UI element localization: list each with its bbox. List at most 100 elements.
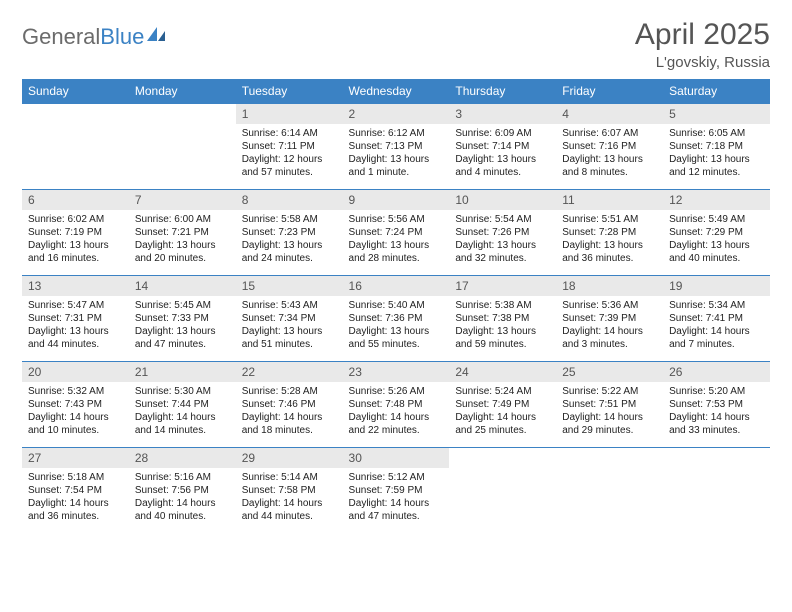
sunset-text: Sunset: 7:49 PM	[455, 398, 550, 411]
day-content: Sunrise: 5:38 AMSunset: 7:38 PMDaylight:…	[449, 296, 556, 355]
day-content: Sunrise: 6:12 AMSunset: 7:13 PMDaylight:…	[343, 124, 450, 183]
logo-word-2: Blue	[100, 24, 144, 49]
daylight-text: Daylight: 13 hours and 44 minutes.	[28, 325, 123, 351]
day-number: 13	[22, 276, 129, 296]
day-number: 2	[343, 104, 450, 124]
header: GeneralBlue April 2025 L'govskiy, Russia	[22, 18, 770, 71]
calendar-cell: 20Sunrise: 5:32 AMSunset: 7:43 PMDayligh…	[22, 362, 129, 448]
day-number: 21	[129, 362, 236, 382]
day-number: 29	[236, 448, 343, 468]
calendar-week-row: 13Sunrise: 5:47 AMSunset: 7:31 PMDayligh…	[22, 276, 770, 362]
day-number: 11	[556, 190, 663, 210]
day-number: 7	[129, 190, 236, 210]
day-number: 28	[129, 448, 236, 468]
sunset-text: Sunset: 7:44 PM	[135, 398, 230, 411]
title-block: April 2025 L'govskiy, Russia	[635, 18, 770, 71]
day-number: 9	[343, 190, 450, 210]
day-content: Sunrise: 5:56 AMSunset: 7:24 PMDaylight:…	[343, 210, 450, 269]
daylight-text: Daylight: 14 hours and 10 minutes.	[28, 411, 123, 437]
col-monday: Monday	[129, 79, 236, 104]
day-content: Sunrise: 6:07 AMSunset: 7:16 PMDaylight:…	[556, 124, 663, 183]
sunrise-text: Sunrise: 6:14 AM	[242, 127, 337, 140]
daylight-text: Daylight: 13 hours and 12 minutes.	[669, 153, 764, 179]
daylight-text: Daylight: 14 hours and 18 minutes.	[242, 411, 337, 437]
calendar-cell: 8Sunrise: 5:58 AMSunset: 7:23 PMDaylight…	[236, 190, 343, 276]
day-content: Sunrise: 5:34 AMSunset: 7:41 PMDaylight:…	[663, 296, 770, 355]
day-number: 24	[449, 362, 556, 382]
calendar-cell	[556, 448, 663, 534]
calendar-cell: 7Sunrise: 6:00 AMSunset: 7:21 PMDaylight…	[129, 190, 236, 276]
calendar-cell: 15Sunrise: 5:43 AMSunset: 7:34 PMDayligh…	[236, 276, 343, 362]
day-content: Sunrise: 5:20 AMSunset: 7:53 PMDaylight:…	[663, 382, 770, 441]
day-content: Sunrise: 5:28 AMSunset: 7:46 PMDaylight:…	[236, 382, 343, 441]
day-content: Sunrise: 5:32 AMSunset: 7:43 PMDaylight:…	[22, 382, 129, 441]
calendar-cell: 17Sunrise: 5:38 AMSunset: 7:38 PMDayligh…	[449, 276, 556, 362]
day-number: 6	[22, 190, 129, 210]
day-content: Sunrise: 5:18 AMSunset: 7:54 PMDaylight:…	[22, 468, 129, 527]
day-content: Sunrise: 6:14 AMSunset: 7:11 PMDaylight:…	[236, 124, 343, 183]
col-saturday: Saturday	[663, 79, 770, 104]
daylight-text: Daylight: 14 hours and 25 minutes.	[455, 411, 550, 437]
day-number: 19	[663, 276, 770, 296]
daylight-text: Daylight: 13 hours and 24 minutes.	[242, 239, 337, 265]
sunset-text: Sunset: 7:56 PM	[135, 484, 230, 497]
sunrise-text: Sunrise: 5:36 AM	[562, 299, 657, 312]
sunset-text: Sunset: 7:58 PM	[242, 484, 337, 497]
sunrise-text: Sunrise: 5:40 AM	[349, 299, 444, 312]
col-friday: Friday	[556, 79, 663, 104]
sunrise-text: Sunrise: 5:38 AM	[455, 299, 550, 312]
daylight-text: Daylight: 13 hours and 51 minutes.	[242, 325, 337, 351]
daylight-text: Daylight: 13 hours and 36 minutes.	[562, 239, 657, 265]
sunset-text: Sunset: 7:28 PM	[562, 226, 657, 239]
day-number: 8	[236, 190, 343, 210]
calendar-cell: 11Sunrise: 5:51 AMSunset: 7:28 PMDayligh…	[556, 190, 663, 276]
sunrise-text: Sunrise: 5:28 AM	[242, 385, 337, 398]
sunrise-text: Sunrise: 5:22 AM	[562, 385, 657, 398]
daylight-text: Daylight: 14 hours and 7 minutes.	[669, 325, 764, 351]
day-content: Sunrise: 5:51 AMSunset: 7:28 PMDaylight:…	[556, 210, 663, 269]
day-content: Sunrise: 5:22 AMSunset: 7:51 PMDaylight:…	[556, 382, 663, 441]
day-content: Sunrise: 5:16 AMSunset: 7:56 PMDaylight:…	[129, 468, 236, 527]
day-content: Sunrise: 5:36 AMSunset: 7:39 PMDaylight:…	[556, 296, 663, 355]
day-number: 15	[236, 276, 343, 296]
sunrise-text: Sunrise: 5:43 AM	[242, 299, 337, 312]
sunset-text: Sunset: 7:19 PM	[28, 226, 123, 239]
logo-word-1: General	[22, 24, 100, 49]
calendar-table: Sunday Monday Tuesday Wednesday Thursday…	[22, 79, 770, 534]
logo: GeneralBlue	[22, 24, 165, 50]
sunrise-text: Sunrise: 5:20 AM	[669, 385, 764, 398]
col-tuesday: Tuesday	[236, 79, 343, 104]
col-wednesday: Wednesday	[343, 79, 450, 104]
sunset-text: Sunset: 7:59 PM	[349, 484, 444, 497]
sunrise-text: Sunrise: 5:49 AM	[669, 213, 764, 226]
sunset-text: Sunset: 7:41 PM	[669, 312, 764, 325]
calendar-cell: 22Sunrise: 5:28 AMSunset: 7:46 PMDayligh…	[236, 362, 343, 448]
sunset-text: Sunset: 7:39 PM	[562, 312, 657, 325]
logo-text: GeneralBlue	[22, 24, 144, 50]
calendar-cell: 1Sunrise: 6:14 AMSunset: 7:11 PMDaylight…	[236, 104, 343, 190]
sunrise-text: Sunrise: 6:05 AM	[669, 127, 764, 140]
sunrise-text: Sunrise: 5:16 AM	[135, 471, 230, 484]
calendar-week-row: 1Sunrise: 6:14 AMSunset: 7:11 PMDaylight…	[22, 104, 770, 190]
sunrise-text: Sunrise: 5:58 AM	[242, 213, 337, 226]
daylight-text: Daylight: 14 hours and 29 minutes.	[562, 411, 657, 437]
day-number: 5	[663, 104, 770, 124]
day-content: Sunrise: 6:09 AMSunset: 7:14 PMDaylight:…	[449, 124, 556, 183]
sunset-text: Sunset: 7:24 PM	[349, 226, 444, 239]
calendar-cell: 4Sunrise: 6:07 AMSunset: 7:16 PMDaylight…	[556, 104, 663, 190]
sunrise-text: Sunrise: 5:47 AM	[28, 299, 123, 312]
day-content: Sunrise: 5:26 AMSunset: 7:48 PMDaylight:…	[343, 382, 450, 441]
sunset-text: Sunset: 7:54 PM	[28, 484, 123, 497]
calendar-cell: 18Sunrise: 5:36 AMSunset: 7:39 PMDayligh…	[556, 276, 663, 362]
calendar-cell: 6Sunrise: 6:02 AMSunset: 7:19 PMDaylight…	[22, 190, 129, 276]
daylight-text: Daylight: 14 hours and 22 minutes.	[349, 411, 444, 437]
sunset-text: Sunset: 7:48 PM	[349, 398, 444, 411]
calendar-cell: 21Sunrise: 5:30 AMSunset: 7:44 PMDayligh…	[129, 362, 236, 448]
calendar-cell: 23Sunrise: 5:26 AMSunset: 7:48 PMDayligh…	[343, 362, 450, 448]
sunrise-text: Sunrise: 5:18 AM	[28, 471, 123, 484]
calendar-week-row: 27Sunrise: 5:18 AMSunset: 7:54 PMDayligh…	[22, 448, 770, 534]
daylight-text: Daylight: 14 hours and 44 minutes.	[242, 497, 337, 523]
logo-sail-icon	[147, 27, 165, 41]
day-number: 18	[556, 276, 663, 296]
sunrise-text: Sunrise: 5:12 AM	[349, 471, 444, 484]
